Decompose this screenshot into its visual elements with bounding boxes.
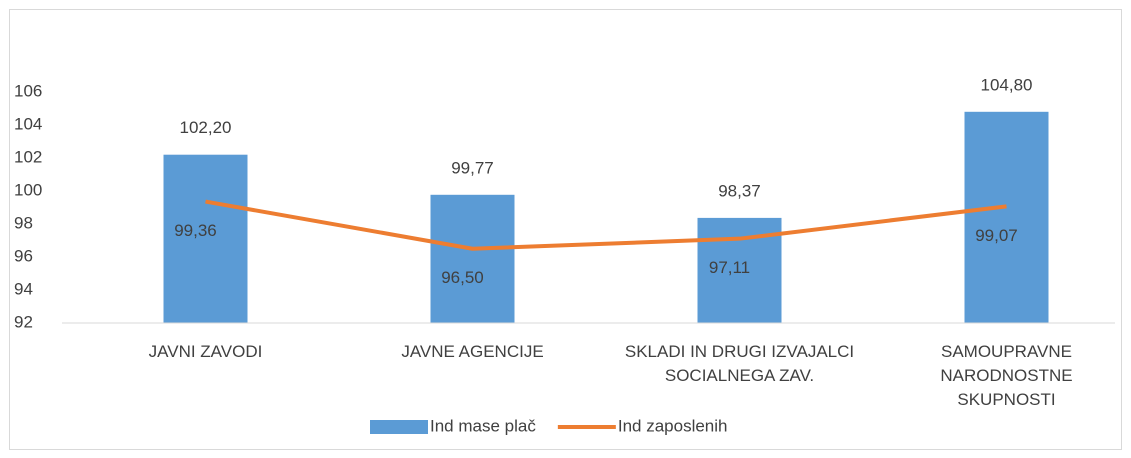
y-tick-label: 102 xyxy=(14,147,42,166)
y-tick-label: 98 xyxy=(14,213,33,232)
data-label: 97,11 xyxy=(709,258,750,277)
y-tick-label: 104 xyxy=(14,114,42,133)
bar xyxy=(430,194,515,323)
data-label: 99,07 xyxy=(975,226,1018,245)
y-tick-label: 96 xyxy=(14,246,33,265)
bar xyxy=(964,111,1049,323)
data-label: 104,80 xyxy=(981,75,1033,94)
y-tick-label: 94 xyxy=(14,279,33,298)
data-label: 102,20 xyxy=(180,118,232,137)
x-tick-label: SKLADI IN DRUGI IZVAJALCI SOCIALNEGA ZAV… xyxy=(624,342,855,385)
data-label: 99,36 xyxy=(174,221,217,240)
bar xyxy=(163,154,248,323)
legend-label: Ind mase plač xyxy=(430,416,536,435)
y-tick-label: 106 xyxy=(14,81,42,100)
y-tick-label: 92 xyxy=(14,312,33,331)
legend-label: Ind zaposlenih xyxy=(618,416,728,435)
chart-frame xyxy=(9,9,1122,450)
data-label: 98,37 xyxy=(718,181,761,200)
x-tick-label: JAVNE AGENCIJE xyxy=(401,342,544,361)
line xyxy=(205,199,1007,251)
x-tick-label: SAMOUPRAVNE NARODNOSTNE SKUPNOSTI xyxy=(940,342,1073,409)
y-tick-label: 100 xyxy=(14,180,42,199)
legend-swatch xyxy=(370,420,428,434)
data-label: 96,50 xyxy=(441,268,484,287)
x-tick-label: JAVNI ZAVODI xyxy=(148,342,263,361)
data-label: 99,77 xyxy=(451,158,494,177)
